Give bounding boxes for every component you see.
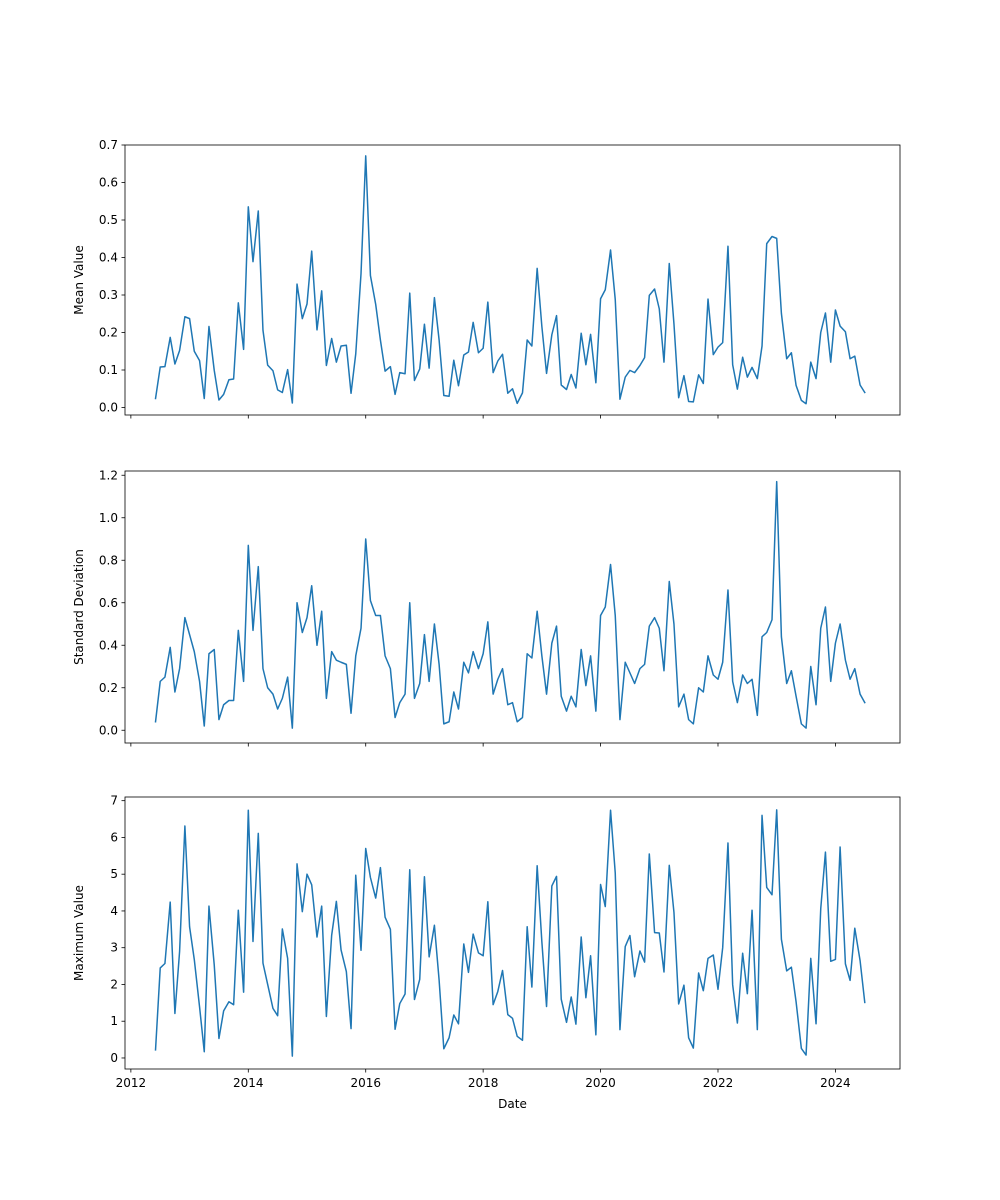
series-line-2 [154,480,866,729]
y-axis-label: Mean Value [72,245,86,314]
x-tick-label: 2014 [233,1076,264,1090]
y-tick-label: 0.6 [99,176,118,190]
y-tick-label: 1 [110,1014,118,1028]
y-tick-label: 0.2 [99,681,118,695]
x-tick-label: 2012 [116,1076,147,1090]
y-tick-label: 0.4 [99,638,118,652]
series-line-3 [154,809,866,1057]
axes-frame [124,470,901,744]
y-tick-label: 0.3 [99,288,118,302]
y-tick-label: 0.2 [99,326,118,340]
y-tick-label: 0.6 [99,596,118,610]
y-tick-label: 0.8 [99,553,118,567]
x-tick-label: 2024 [820,1076,851,1090]
y-axis-label: Standard Deviation [72,549,86,665]
subplot-3: 0 1 2 3 4 5 6 7 2012 2014 2016 2018 2020 2022 2024 Maxi… [72,794,901,1111]
y-tick-label: 5 [110,867,118,881]
y-tick-label: 4 [110,904,118,918]
y-tick-label: 0.5 [99,213,118,227]
x-axis-label: Date [498,1097,527,1111]
x-tick-label: 2016 [350,1076,381,1090]
y-tick-label: 0.0 [99,401,118,415]
subplot-1: 0.0 0.1 0.2 0.3 0.4 0.5 0.6 0.7 Mean Value [72,138,901,419]
y-tick-label: 0.7 [99,138,118,152]
y-tick-label: 7 [110,794,118,808]
y-tick-label: 3 [110,941,118,955]
y-axis-label: Maximum Value [72,885,86,981]
y-tick-label: 0.4 [99,251,118,265]
y-tick-label: 1.2 [99,468,118,482]
y-tick-label: 0 [110,1051,118,1065]
y-tick-label: 0.0 [99,723,118,737]
axes-frame [124,796,901,1070]
subplot-2: 0.0 0.2 0.4 0.6 0.8 1.0 1.2 Standard Deviation [72,468,901,747]
x-tick-label: 2020 [585,1076,616,1090]
y-tick-label: 6 [110,830,118,844]
y-tick-label: 1.0 [99,511,118,525]
x-tick-label: 2018 [468,1076,499,1090]
series-line-1 [154,155,866,405]
y-tick-label: 0.1 [99,363,118,377]
axes-frame [124,144,901,416]
y-tick-label: 2 [110,977,118,991]
x-tick-label: 2022 [703,1076,734,1090]
